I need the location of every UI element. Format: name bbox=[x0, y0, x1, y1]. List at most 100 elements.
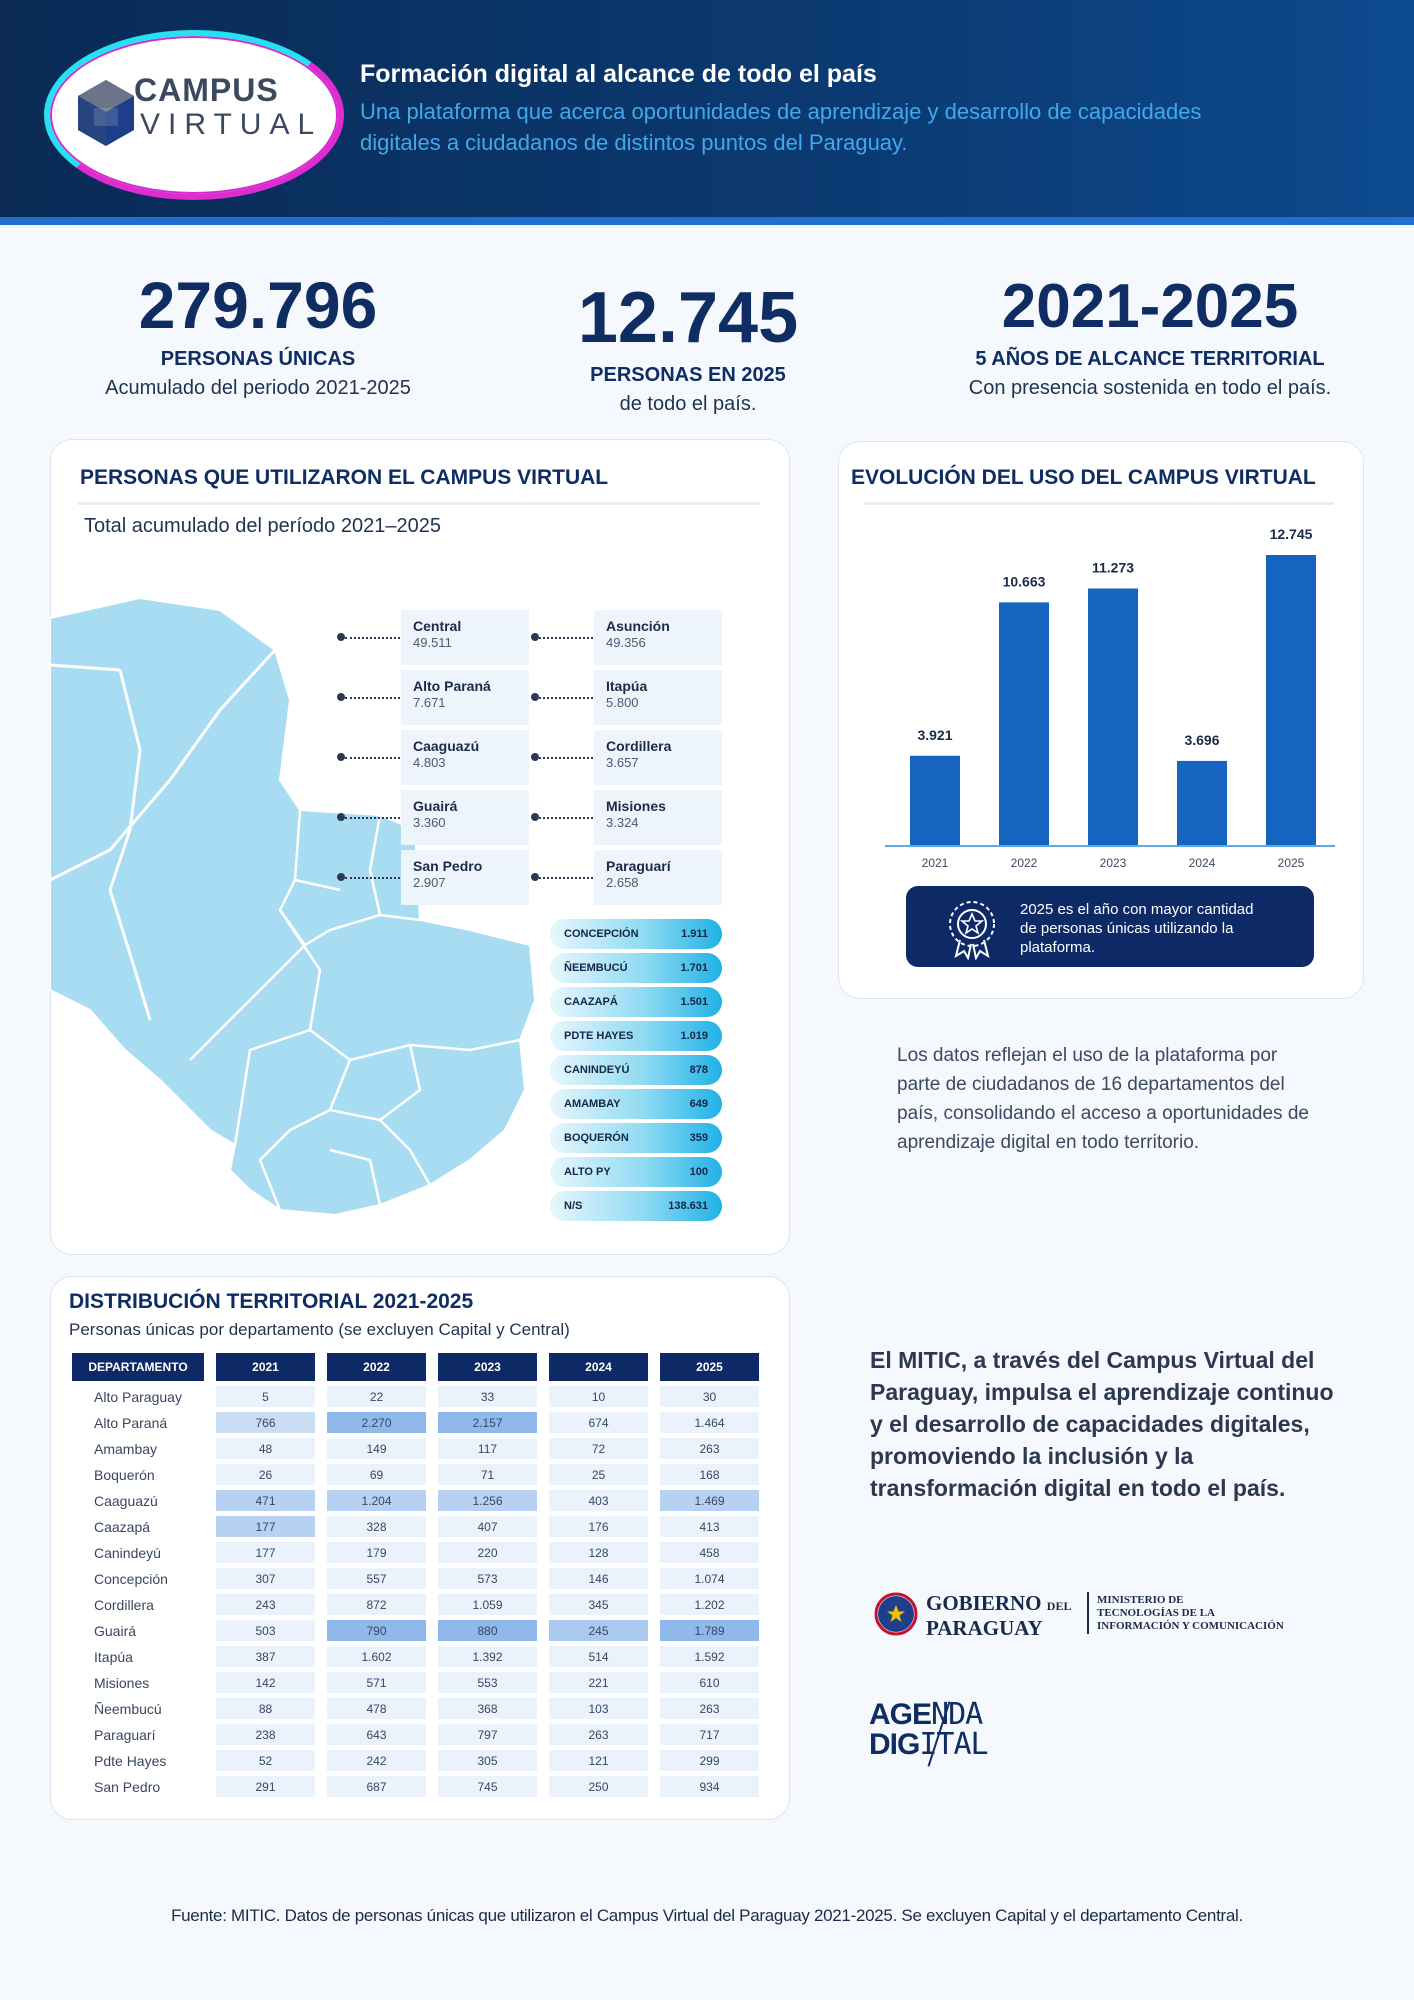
cell-department: Itapúa bbox=[72, 1646, 204, 1667]
cell-value: 790 bbox=[327, 1620, 426, 1641]
cell-value: 766 bbox=[216, 1412, 315, 1433]
cell-value: 1.592 bbox=[660, 1646, 759, 1667]
bar-value-label: 12.745 bbox=[1270, 526, 1313, 542]
kpi-label: PERSONAS ÚNICAS bbox=[160, 348, 356, 370]
label-name: Paraguarí bbox=[606, 858, 671, 874]
table-row: Itapúa 387 1.602 1.392 514 1.592 bbox=[72, 1646, 759, 1667]
table-row: San Pedro 291 687 745 250 934 bbox=[72, 1776, 759, 1797]
cell-value: 1.059 bbox=[438, 1594, 537, 1615]
cell-department: Amambay bbox=[72, 1438, 204, 1459]
gov-line2: PARAGUAY bbox=[926, 1616, 1043, 1640]
cell-value: 1.469 bbox=[660, 1490, 759, 1511]
bar-2021 bbox=[910, 755, 960, 845]
cell-value: 221 bbox=[549, 1672, 648, 1693]
pill-value: 1.019 bbox=[680, 1030, 708, 1042]
pill-value: 1.911 bbox=[681, 928, 708, 940]
cell-value: 503 bbox=[216, 1620, 315, 1641]
table-row: Canindeyú 177 179 220 128 458 bbox=[72, 1542, 759, 1563]
leader-line bbox=[539, 817, 593, 819]
usage-bar-chart: 3.921 2021 10.663 2022 11.273 2023 3.696 2024 12… bbox=[885, 526, 1335, 870]
agenda-digital-logo: AGENDA DIGITAL bbox=[869, 1700, 989, 1760]
cell-department: Ñeembucú bbox=[72, 1698, 204, 1719]
cell-value: 305 bbox=[438, 1750, 537, 1771]
mitic-statement: El MITIC, a través del Campus Virtual de… bbox=[870, 1347, 1334, 1501]
award-badge-icon bbox=[949, 901, 995, 960]
cube-logo-icon bbox=[78, 80, 134, 146]
cell-department: Caaguazú bbox=[72, 1490, 204, 1511]
kpi-people-2025: 12.745 PERSONAS EN 2025 de todo el país. bbox=[488, 282, 888, 416]
leader-line bbox=[345, 637, 400, 639]
leader-dot bbox=[337, 753, 345, 761]
cell-value: 299 bbox=[660, 1750, 759, 1771]
leader-line bbox=[539, 757, 593, 759]
cell-value: 1.202 bbox=[660, 1594, 759, 1615]
cell-value: 307 bbox=[216, 1568, 315, 1589]
table-row: Alto Paraguay 5 22 33 10 30 bbox=[72, 1386, 759, 1407]
pill-name: BOQUERÓN bbox=[564, 1132, 629, 1144]
map-label-cordillera: Cordillera 3.657 bbox=[594, 730, 722, 785]
table-card-title: DISTRIBUCIÓN TERRITORIAL 2021-2025 bbox=[69, 1290, 474, 1313]
footer-source: Fuente: MITIC. Datos de personas únicas … bbox=[171, 1906, 1243, 1925]
table-row: Cordillera 243 872 1.059 345 1.202 bbox=[72, 1594, 759, 1615]
cell-department: Guairá bbox=[72, 1620, 204, 1641]
pill-value: 878 bbox=[689, 1064, 708, 1076]
leader-dot bbox=[531, 813, 539, 821]
cell-value: 26 bbox=[216, 1464, 315, 1485]
cell-value: 238 bbox=[216, 1724, 315, 1745]
cell-value: 22 bbox=[327, 1386, 426, 1407]
kpi-sub: Con presencia sostenida en todo el país. bbox=[968, 377, 1332, 399]
kpi-years: 2021-2025 5 AÑOS DE ALCANCE TERRITORIAL … bbox=[920, 276, 1380, 400]
map-label-guaira: Guairá 3.360 bbox=[401, 790, 529, 845]
leader-dot bbox=[531, 633, 539, 641]
cell-value: 387 bbox=[216, 1646, 315, 1667]
agenda-line1: AGENDA bbox=[869, 1700, 988, 1730]
label-value: 49.356 bbox=[606, 635, 646, 650]
agenda-line2: DIGITAL bbox=[869, 1730, 989, 1760]
cell-value: 610 bbox=[660, 1672, 759, 1693]
table-row: Caazapá 177 328 407 176 413 bbox=[72, 1516, 759, 1537]
cell-department: Concepción bbox=[72, 1568, 204, 1589]
chart-card-title: EVOLUCIÓN DEL USO DEL CAMPUS VIRTUAL bbox=[851, 466, 1316, 489]
kpi-sub: Acumulado del periodo 2021-2025 bbox=[105, 377, 411, 399]
label-value: 2.907 bbox=[413, 875, 446, 890]
bar-2024 bbox=[1177, 760, 1227, 845]
map-card-subtitle: Total acumulado del período 2021–2025 bbox=[84, 515, 441, 537]
note-text: 2025 es el año con mayor cantidad de per… bbox=[1020, 901, 1254, 956]
leader-line bbox=[345, 757, 400, 759]
label-name: Misiones bbox=[606, 798, 666, 814]
cell-value: 263 bbox=[549, 1724, 648, 1745]
gov-line1: GOBIERNO bbox=[926, 1591, 1042, 1615]
divider bbox=[864, 502, 1334, 505]
kpi-value: 279.796 bbox=[138, 268, 378, 342]
cell-value: 1.392 bbox=[438, 1646, 537, 1667]
cell-value: 121 bbox=[549, 1750, 648, 1771]
map-label-san-pedro: San Pedro 2.907 bbox=[401, 850, 529, 905]
cell-department: Boquerón bbox=[72, 1464, 204, 1485]
pill-value: 1.701 bbox=[680, 962, 708, 974]
kpi-unique-people: 279.796 PERSONAS ÚNICAS Acumulado del pe… bbox=[58, 272, 458, 400]
cell-value: 2.157 bbox=[438, 1412, 537, 1433]
cell-value: 220 bbox=[438, 1542, 537, 1563]
dept-pill: CAAZAPÁ 1.501 bbox=[550, 987, 722, 1017]
label-value: 2.658 bbox=[606, 875, 639, 890]
th-2022: 2022 bbox=[327, 1353, 426, 1381]
leader-line bbox=[345, 697, 400, 699]
label-value: 3.657 bbox=[606, 755, 639, 770]
cell-value: 553 bbox=[438, 1672, 537, 1693]
cell-value: 149 bbox=[327, 1438, 426, 1459]
logo-divider bbox=[1087, 1592, 1089, 1634]
pill-name: CAAZAPÁ bbox=[564, 996, 618, 1008]
cell-value: 250 bbox=[549, 1776, 648, 1797]
ministry-text: MINISTERIO DE TECNOLOGÍAS DE LA INFORMAC… bbox=[1097, 1594, 1284, 1633]
agenda-1b: NDA bbox=[931, 1697, 983, 1732]
map-card-title: PERSONAS QUE UTILIZARON EL CAMPUS VIRTUA… bbox=[80, 466, 609, 489]
distribution-table: DEPARTAMENTO 2021 2022 2023 2024 2025 Al… bbox=[60, 1348, 771, 1802]
cell-value: 72 bbox=[549, 1438, 648, 1459]
x-tick-label: 2021 bbox=[922, 856, 949, 870]
cell-value: 571 bbox=[327, 1672, 426, 1693]
table-row: Boquerón 26 69 71 25 168 bbox=[72, 1464, 759, 1485]
cell-value: 52 bbox=[216, 1750, 315, 1771]
pill-name: CONCEPCIÓN bbox=[564, 928, 639, 940]
cell-value: 128 bbox=[549, 1542, 648, 1563]
label-value: 4.803 bbox=[413, 755, 446, 770]
